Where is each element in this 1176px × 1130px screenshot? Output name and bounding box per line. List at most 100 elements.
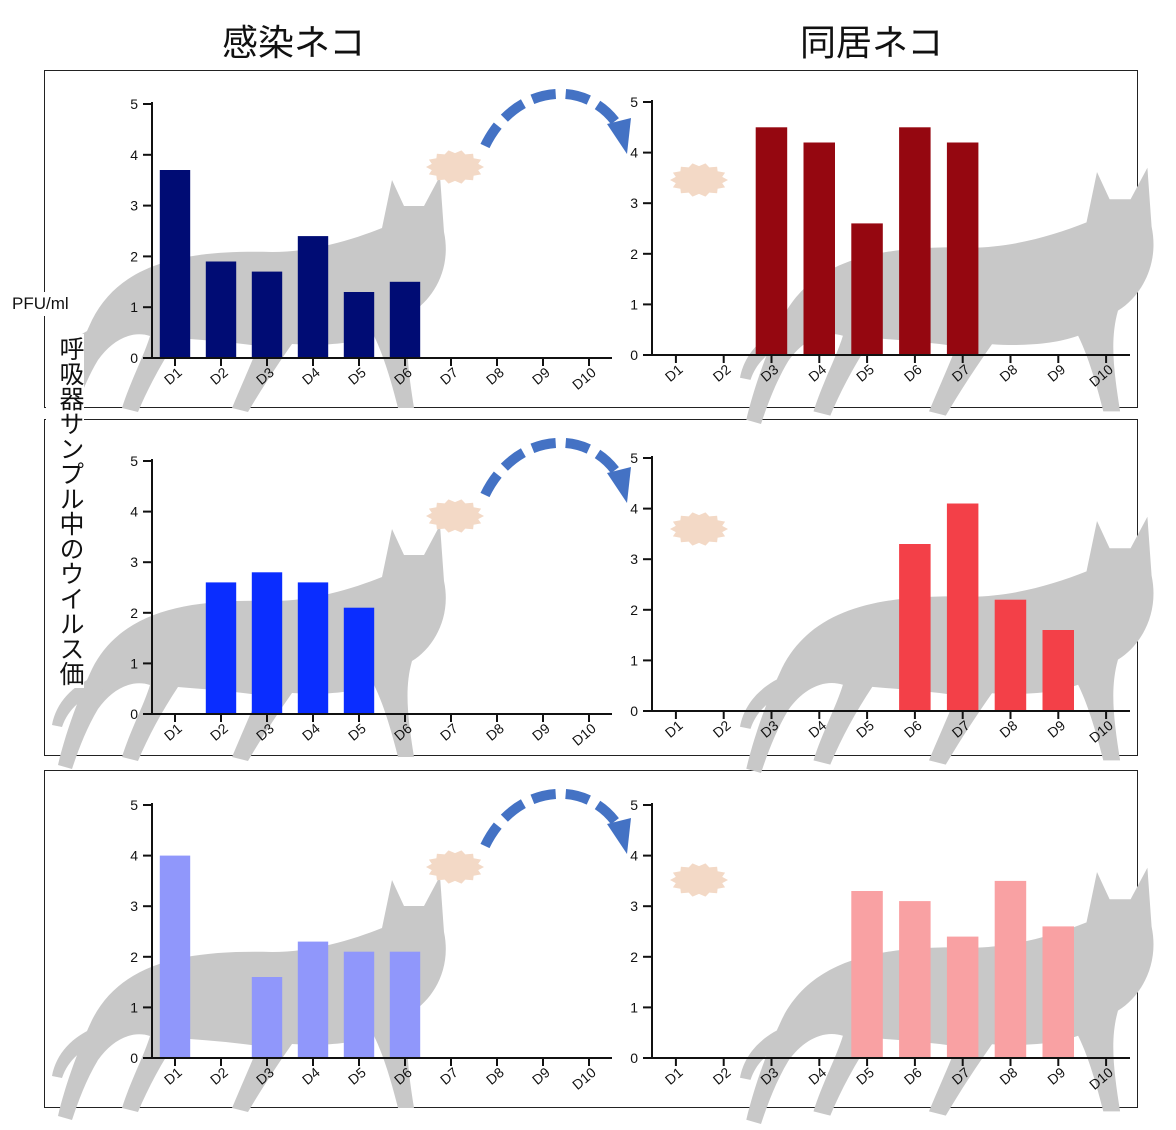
x-label-d1: D1 xyxy=(662,1064,686,1088)
bar-d5 xyxy=(851,891,883,1058)
x-label-d8: D8 xyxy=(483,720,507,744)
bar-d7 xyxy=(946,936,979,1058)
y-axis-label: 呼吸器サンプル中のウイルス価 xyxy=(46,334,85,688)
unit-label: PFU/ml xyxy=(8,292,73,316)
x-label-d7: D7 xyxy=(437,1064,461,1088)
x-label-d2: D2 xyxy=(207,1064,231,1088)
y-tick-label-0: 0 xyxy=(630,347,638,363)
y-tick-label-3: 3 xyxy=(630,898,638,914)
bar-d1 xyxy=(159,170,191,358)
bar-d6 xyxy=(899,127,931,355)
x-label-d4: D4 xyxy=(299,720,323,744)
transmission-arrow-1-head xyxy=(607,118,631,154)
x-label-d9: D9 xyxy=(529,1064,553,1088)
bar-d8 xyxy=(994,599,1027,711)
virus-left-3 xyxy=(426,850,484,884)
bar-d3 xyxy=(755,127,788,355)
y-tick-label-0: 0 xyxy=(130,1050,138,1066)
y-tick-label-4: 4 xyxy=(130,504,138,520)
x-label-d1: D1 xyxy=(662,361,686,385)
bar-d3 xyxy=(251,572,283,714)
transmission-arrow-2 xyxy=(480,437,631,503)
y-tick-label-5: 5 xyxy=(130,453,138,469)
x-label-d8: D8 xyxy=(483,364,507,388)
y-tick-label-1: 1 xyxy=(130,999,138,1015)
x-label-d4: D4 xyxy=(299,364,323,388)
bar-d4 xyxy=(803,142,835,355)
y-tick-label-4: 4 xyxy=(130,147,138,163)
y-tick-label-5: 5 xyxy=(630,797,638,813)
y-tick-label-1: 1 xyxy=(630,652,638,668)
virus-right-2 xyxy=(670,512,728,546)
y-tick-label-2: 2 xyxy=(630,602,638,618)
y-tick-label-2: 2 xyxy=(130,605,138,621)
x-label-d4: D4 xyxy=(299,1064,323,1088)
x-label-d2: D2 xyxy=(207,720,231,744)
cat-right-3-tail xyxy=(740,1025,795,1080)
y-tick-label-0: 0 xyxy=(130,706,138,722)
bar-d9 xyxy=(1042,630,1074,711)
bar-d6 xyxy=(899,544,931,711)
virus-left-2-shape xyxy=(426,499,484,533)
bar-d4 xyxy=(297,236,329,358)
y-tick-label-1: 1 xyxy=(630,296,638,312)
cat-left-2 xyxy=(52,525,446,769)
transmission-arrow-3-head xyxy=(607,818,631,854)
y-tick-label-0: 0 xyxy=(630,1050,638,1066)
bar-d2 xyxy=(205,261,237,358)
y-tick-label-1: 1 xyxy=(130,655,138,671)
y-tick-label-2: 2 xyxy=(130,949,138,965)
cat-left-2-tail xyxy=(52,675,104,727)
cohabiting-cat-title: 同居ネコ xyxy=(800,23,944,64)
transmission-arrow-3 xyxy=(480,788,631,854)
x-label-d9: D9 xyxy=(529,720,553,744)
transmission-arrow-2-stroke xyxy=(480,437,622,498)
y-tick-label-3: 3 xyxy=(130,898,138,914)
virus-right-2-shape xyxy=(670,512,728,546)
y-tick-label-1: 1 xyxy=(630,999,638,1015)
x-label-d2: D2 xyxy=(710,717,734,741)
x-label-d5: D5 xyxy=(345,720,369,744)
x-label-d8: D8 xyxy=(996,361,1020,385)
x-label-d5: D5 xyxy=(853,1064,877,1088)
virus-right-3-shape xyxy=(670,863,728,897)
x-label-d5: D5 xyxy=(345,364,369,388)
x-label-d1: D1 xyxy=(662,717,686,741)
bar-d6 xyxy=(899,901,931,1058)
bar-d8 xyxy=(994,880,1027,1058)
bar-d4 xyxy=(297,941,329,1058)
y-tick-label-3: 3 xyxy=(630,551,638,567)
y-tick-label-5: 5 xyxy=(130,96,138,112)
bar-d9 xyxy=(1042,926,1074,1058)
x-label-d9: D9 xyxy=(1044,361,1068,385)
transmission-arrow-1-stroke xyxy=(480,88,622,149)
transmission-arrow-3-stroke xyxy=(480,788,622,849)
y-tick-label-2: 2 xyxy=(630,246,638,262)
transmission-arrow-1 xyxy=(480,88,631,154)
x-label-d7: D7 xyxy=(437,720,461,744)
bar-d5 xyxy=(343,951,375,1058)
y-tick-label-5: 5 xyxy=(630,450,638,466)
x-label-d5: D5 xyxy=(345,1064,369,1088)
x-label-d2: D2 xyxy=(710,361,734,385)
x-label-d9: D9 xyxy=(1044,1064,1068,1088)
x-label-d8: D8 xyxy=(996,1064,1020,1088)
y-tick-label-4: 4 xyxy=(630,501,638,517)
cat-right-1 xyxy=(740,167,1154,425)
x-label-d5: D5 xyxy=(853,361,877,385)
cat-left-3 xyxy=(52,876,446,1120)
virus-left-3-shape xyxy=(426,850,484,884)
bar-d5 xyxy=(343,292,375,358)
virus-left-1 xyxy=(426,150,484,184)
virus-left-1-shape xyxy=(426,150,484,184)
bar-d5 xyxy=(851,223,883,355)
x-label-d8: D8 xyxy=(483,1064,507,1088)
x-label-d10: D10 xyxy=(569,720,599,749)
virus-right-1 xyxy=(670,163,728,197)
bar-d4 xyxy=(297,582,329,714)
y-tick-label-0: 0 xyxy=(630,703,638,719)
bar-d5 xyxy=(343,607,375,714)
bar-d7 xyxy=(946,142,979,355)
